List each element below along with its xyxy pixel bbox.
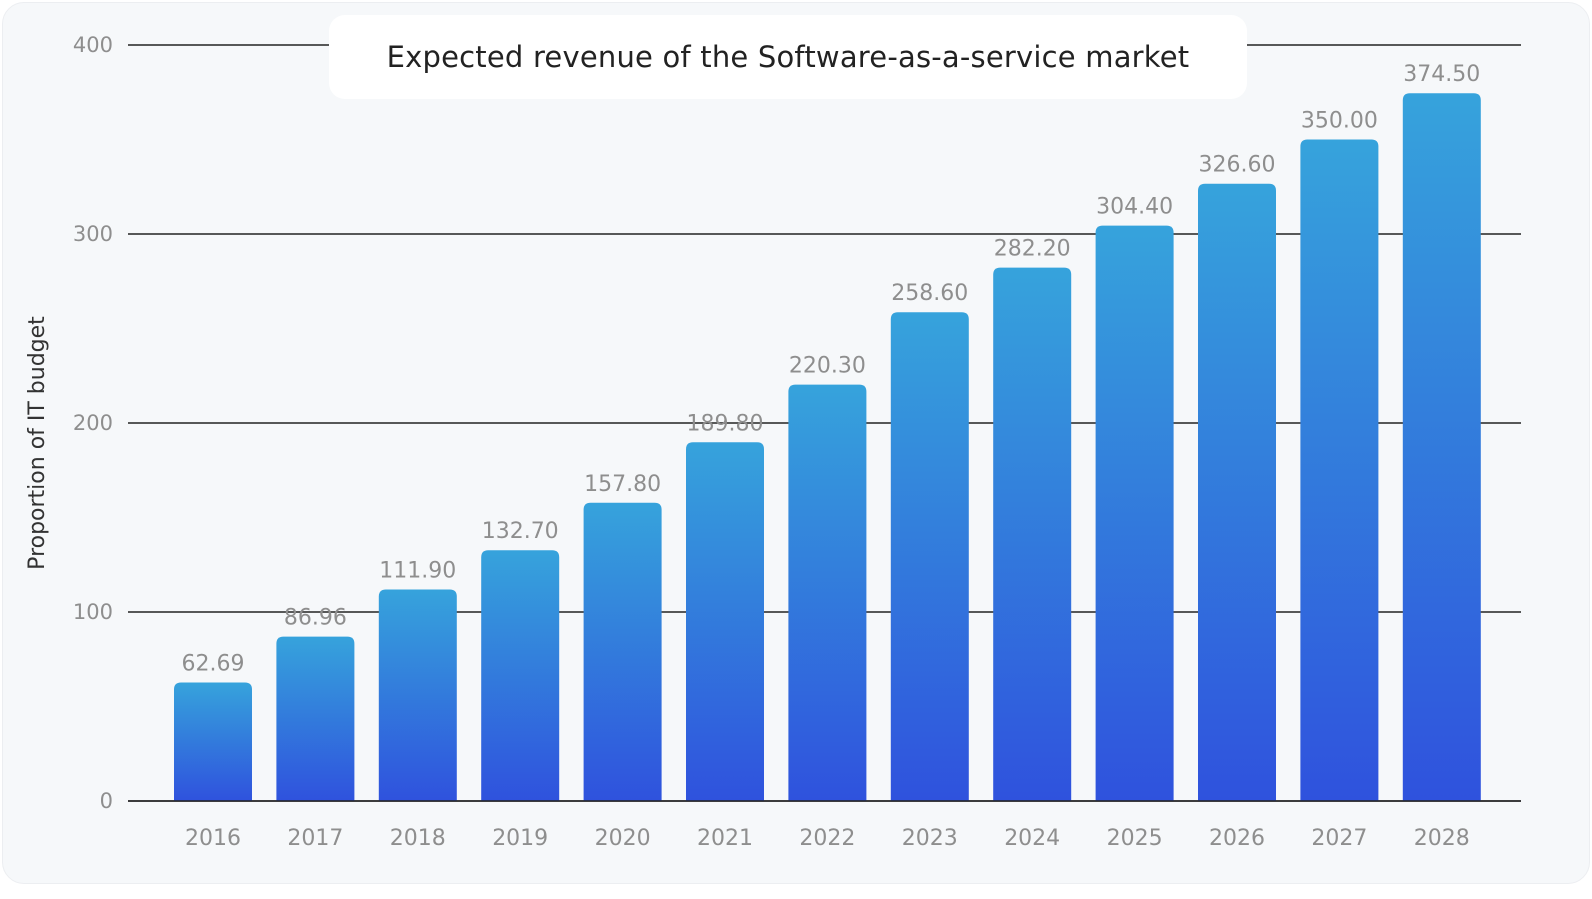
data-label: 304.40 bbox=[1096, 195, 1173, 220]
y-axis-label: Proportion of IT budget bbox=[25, 316, 50, 570]
x-tick-label: 2019 bbox=[492, 826, 548, 851]
bar bbox=[788, 384, 867, 801]
data-label: 132.70 bbox=[482, 519, 559, 544]
x-tick-label: 2021 bbox=[697, 826, 753, 851]
data-label: 220.30 bbox=[789, 354, 866, 379]
data-label: 189.80 bbox=[687, 411, 764, 436]
bar bbox=[583, 502, 662, 801]
y-tick-label: 0 bbox=[100, 789, 113, 813]
chart-title-box: Expected revenue of the Software-as-a-se… bbox=[329, 15, 1247, 99]
data-label: 282.20 bbox=[994, 237, 1071, 262]
bar-chart: 0 100 200 300 400 Proportion of IT budget 62.6… bbox=[25, 33, 1521, 851]
x-tick-label: 2022 bbox=[799, 826, 855, 851]
bar bbox=[481, 550, 560, 801]
x-tick-label: 2018 bbox=[390, 826, 446, 851]
bar bbox=[174, 682, 252, 801]
data-label: 86.96 bbox=[284, 606, 347, 631]
bar bbox=[1402, 93, 1481, 801]
bar bbox=[993, 267, 1072, 802]
bar bbox=[1198, 183, 1276, 801]
y-tick-label: 200 bbox=[73, 411, 113, 435]
data-label: 374.50 bbox=[1403, 62, 1480, 87]
x-tick-label: 2023 bbox=[902, 826, 958, 851]
x-tick-label: 2025 bbox=[1107, 826, 1163, 851]
data-label: 157.80 bbox=[584, 472, 661, 497]
chart-card: 0 100 200 300 400 Proportion of IT budget 62.6… bbox=[2, 2, 1590, 884]
y-tick-label: 300 bbox=[73, 222, 113, 246]
data-label: 350.00 bbox=[1301, 109, 1378, 134]
bar bbox=[1095, 225, 1174, 801]
data-label: 62.69 bbox=[182, 652, 245, 677]
y-tick-label: 100 bbox=[73, 600, 113, 624]
bar bbox=[378, 589, 457, 801]
chart-title: Expected revenue of the Software-as-a-se… bbox=[386, 40, 1190, 74]
x-tick-label: 2026 bbox=[1209, 826, 1265, 851]
data-label: 258.60 bbox=[891, 281, 968, 306]
bar bbox=[1300, 139, 1379, 801]
x-tick-label: 2024 bbox=[1004, 826, 1060, 851]
x-tick-label: 2017 bbox=[287, 826, 343, 851]
x-tick-label: 2028 bbox=[1414, 826, 1470, 851]
bar bbox=[276, 636, 355, 801]
bar bbox=[890, 312, 969, 801]
bar bbox=[686, 442, 764, 801]
data-label: 326.60 bbox=[1199, 153, 1276, 178]
data-label: 111.90 bbox=[379, 559, 456, 584]
x-tick-label: 2020 bbox=[595, 826, 651, 851]
x-tick-label: 2027 bbox=[1311, 826, 1367, 851]
y-tick-label: 400 bbox=[73, 33, 113, 57]
x-tick-label: 2016 bbox=[185, 826, 241, 851]
